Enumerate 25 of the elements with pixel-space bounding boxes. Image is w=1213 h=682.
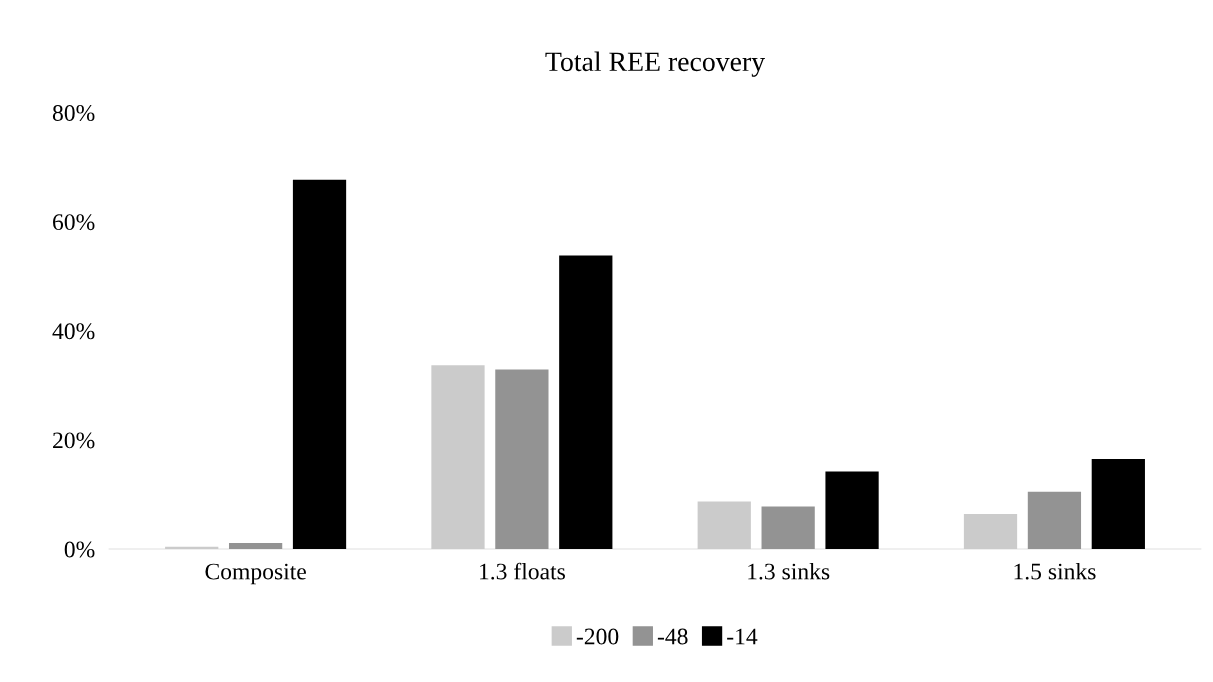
bar <box>165 546 219 550</box>
y-tick-label: 0% <box>64 541 95 558</box>
legend-label: -200 <box>576 628 619 645</box>
bar <box>431 365 485 550</box>
bar <box>228 543 283 550</box>
legend-label: -14 <box>727 628 758 645</box>
bar <box>1027 491 1082 550</box>
y-tick-label: 60% <box>53 214 95 231</box>
legend-label: -48 <box>657 628 688 645</box>
bar <box>292 179 347 550</box>
chart-title: Total REE recovery <box>545 51 765 77</box>
bar <box>697 501 751 550</box>
bar <box>559 255 613 550</box>
bar <box>825 471 879 550</box>
y-tick-label: 20% <box>53 432 95 449</box>
bar <box>495 369 549 550</box>
x-tick-label: Composite <box>205 563 306 585</box>
x-tick-label: 1.3 floats <box>480 562 565 580</box>
y-tick-label: 40% <box>52 323 95 340</box>
x-tick-label: 1.5 sinks <box>1014 562 1096 580</box>
bar <box>1091 458 1145 550</box>
bar <box>761 506 815 550</box>
bar <box>963 514 1018 550</box>
x-tick-label: 1.3 sinks <box>748 562 830 580</box>
y-tick-label: 80% <box>52 105 95 122</box>
